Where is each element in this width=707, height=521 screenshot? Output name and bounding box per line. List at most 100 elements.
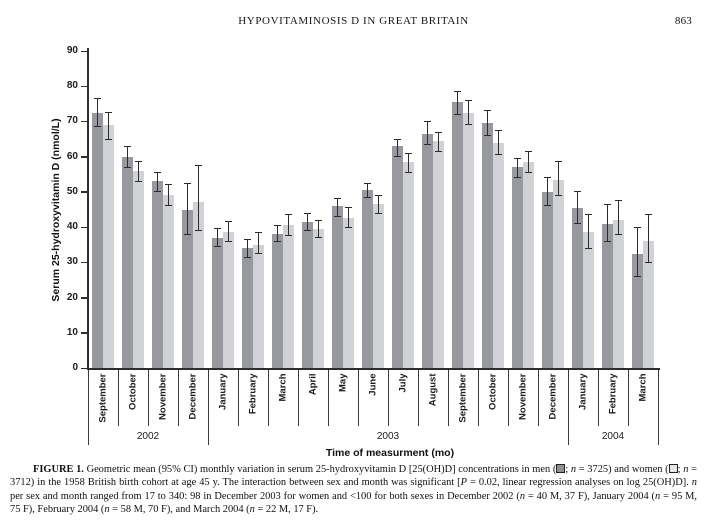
bar-men: [302, 221, 313, 368]
caption-text: ;: [565, 464, 571, 475]
y-axis-line: [87, 48, 89, 368]
bar-men: [272, 234, 283, 368]
year-label: 2004: [601, 431, 625, 442]
bar-women: [133, 170, 144, 368]
error-bar-whisker: [108, 112, 109, 140]
error-bar-cap-top: [364, 182, 371, 184]
error-bar-whisker: [607, 204, 608, 242]
error-bar-cap-top: [195, 164, 202, 166]
year-label: 2002: [136, 431, 160, 442]
y-tick-label: 20: [66, 291, 78, 303]
error-bar-cap-top: [465, 99, 472, 101]
bar-women: [343, 218, 354, 368]
bar-men: [392, 146, 403, 368]
month-separator-line: [147, 371, 149, 426]
bar-women: [583, 232, 594, 368]
bar-women: [373, 204, 384, 368]
error-bar-whisker: [168, 184, 169, 206]
error-bar-whisker: [528, 151, 529, 173]
error-bar-whisker: [517, 158, 518, 178]
error-bar-cap-bottom: [214, 245, 221, 247]
error-bar-cap-top: [615, 200, 622, 202]
error-bar-cap-top: [225, 221, 232, 223]
bar-women: [283, 225, 294, 368]
error-bar-whisker: [378, 195, 379, 214]
caption-text: n: [249, 504, 255, 516]
error-bar-whisker: [648, 214, 649, 263]
error-bar-whisker: [348, 207, 349, 228]
error-bar-cap-bottom: [244, 256, 251, 258]
error-bar-cap-bottom: [555, 194, 562, 196]
bar-men: [542, 191, 553, 368]
month-label: March: [277, 373, 289, 402]
error-bar-cap-bottom: [165, 205, 172, 207]
error-bar-cap-bottom: [124, 166, 131, 168]
error-bar-cap-top: [304, 212, 311, 214]
caption-text: per sex and month ranged from 17 to 340:…: [10, 490, 520, 502]
error-bar-cap-top: [544, 177, 551, 179]
caption-text: P: [460, 477, 467, 489]
bar-men: [122, 156, 133, 368]
error-bar-cap-bottom: [364, 196, 371, 198]
error-bar-cap-bottom: [585, 247, 592, 249]
caption-text: = 58 M, 70 F), and March 2004 (: [109, 504, 250, 516]
error-bar-whisker: [637, 227, 638, 277]
error-bar-whisker: [217, 228, 218, 247]
error-bar-cap-top: [315, 219, 322, 221]
bar-men: [332, 205, 343, 368]
error-bar-cap-bottom: [424, 143, 431, 145]
error-bar-cap-bottom: [184, 233, 191, 235]
error-bar-cap-bottom: [604, 240, 611, 242]
page-number: 863: [674, 15, 692, 27]
bar-men: [632, 253, 643, 368]
error-bar-cap-bottom: [105, 138, 112, 140]
month-label: March: [637, 373, 649, 402]
bar-women: [643, 241, 654, 368]
figure-1-chart: Serum 25-hydroxyvitamin D (nmol/L) Time …: [50, 45, 660, 459]
month-separator-line: [477, 371, 479, 426]
bar-men: [92, 112, 103, 368]
error-bar-cap-top: [334, 198, 341, 200]
month-separator-line: [627, 371, 629, 426]
error-bar-cap-top: [525, 150, 532, 152]
month-separator-line: [117, 371, 119, 426]
error-bar-whisker: [547, 177, 548, 206]
error-bar-whisker: [187, 183, 188, 235]
error-bar-cap-top: [634, 226, 641, 228]
error-bar-cap-top: [405, 152, 412, 154]
error-bar-whisker: [438, 132, 439, 152]
error-bar-cap-bottom: [154, 191, 161, 193]
error-bar-whisker: [97, 98, 98, 127]
month-label: October: [487, 373, 499, 410]
y-tick-label: 80: [66, 80, 78, 92]
month-label: November: [517, 373, 529, 420]
caption-text: ;: [677, 464, 684, 475]
error-bar-whisker: [397, 139, 398, 157]
bar-women: [553, 179, 564, 368]
month-separator-line: [537, 371, 539, 426]
error-bar-cap-top: [574, 191, 581, 193]
bar-women: [613, 220, 624, 368]
error-bar-whisker: [198, 165, 199, 231]
caption-text: n: [570, 464, 577, 475]
bar-men: [212, 237, 223, 368]
y-tick-label: 30: [66, 256, 78, 268]
y-tick-label: 50: [66, 185, 78, 197]
error-bar-cap-bottom: [514, 177, 521, 179]
bar-women: [493, 142, 504, 368]
month-label: December: [547, 373, 559, 420]
caption-text: n: [655, 490, 661, 502]
y-tick-label: 40: [66, 221, 78, 233]
error-bar-whisker: [408, 153, 409, 173]
error-bar-cap-bottom: [525, 172, 532, 174]
error-bar-cap-top: [214, 228, 221, 230]
y-tick-label: 70: [66, 115, 78, 127]
error-bar-cap-bottom: [195, 230, 202, 232]
month-separator-line: [387, 371, 389, 426]
error-bar-cap-top: [375, 194, 382, 196]
month-label: April: [307, 373, 319, 396]
month-separator-line: [507, 371, 509, 426]
error-bar-cap-bottom: [615, 233, 622, 235]
year-separator-line: [207, 371, 209, 445]
